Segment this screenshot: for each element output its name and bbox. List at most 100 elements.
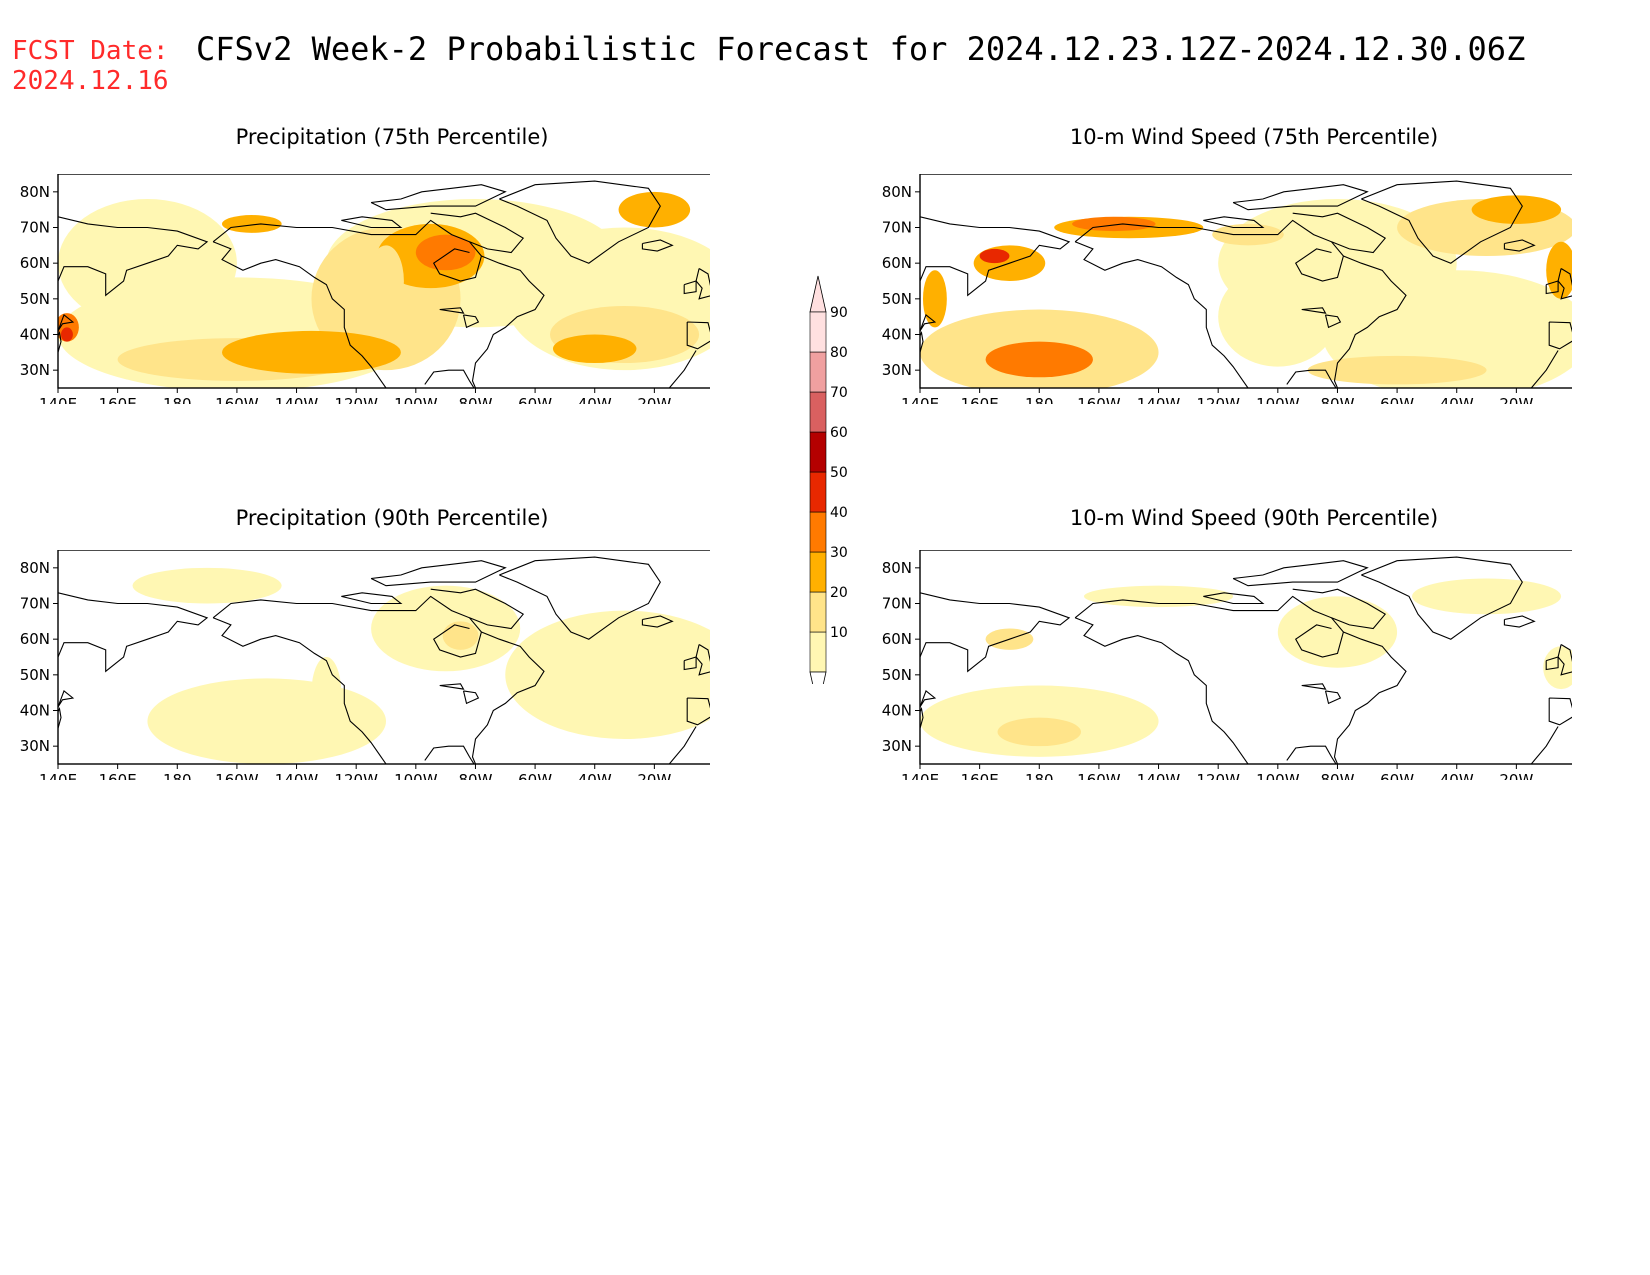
- coastline: [1361, 556, 1523, 640]
- lon-tick-label: 100W: [1256, 395, 1300, 404]
- colorbar-swatch-8: [809, 311, 827, 353]
- lat-tick-label: 30N: [20, 361, 50, 379]
- probability-contour: [1277, 596, 1398, 668]
- colorbar-swatch-4: [809, 471, 827, 513]
- lon-tick-label: 120W: [334, 771, 378, 780]
- lon-tick-label: 20W: [637, 771, 671, 780]
- lon-tick-label: 160W: [1077, 395, 1121, 404]
- coastline: [641, 239, 674, 252]
- colorbar-label-90: 90: [830, 305, 848, 321]
- probability-contour: [985, 341, 1093, 378]
- coastline: [683, 656, 697, 671]
- lat-tick-label: 80N: [20, 183, 50, 201]
- coastline: [1203, 592, 1265, 605]
- coastline: [1557, 268, 1572, 300]
- coastline: [58, 689, 75, 708]
- probability-field: [132, 567, 710, 764]
- lon-tick-label: 20W: [1499, 395, 1533, 404]
- colorbar-swatch-7: [809, 351, 827, 393]
- lat-tick-label: 50N: [882, 290, 912, 308]
- coastline: [212, 241, 387, 388]
- coastline: [212, 617, 387, 764]
- map-frame: [919, 174, 1572, 389]
- map-graphic: 80N 70N 60N 50N 40N 30N 140E 160E 180 160W 140W 120…: [20, 174, 710, 404]
- colorbar-label-70: 70: [830, 385, 848, 401]
- colorbar-label-10: 10: [830, 625, 848, 641]
- lon-tick-label: 160W: [215, 395, 259, 404]
- probability-contour: [415, 234, 476, 271]
- coastline: [920, 706, 924, 729]
- probability-contour: [60, 327, 73, 342]
- probability-field: [920, 578, 1572, 757]
- coastline: [695, 644, 710, 676]
- lon-tick-label: 0: [1571, 395, 1572, 404]
- colorbar-label-50: 50: [830, 465, 848, 481]
- coastline: [1530, 350, 1559, 388]
- lat-tick-label: 30N: [882, 361, 912, 379]
- lat-tick-label: 70N: [20, 595, 50, 613]
- probability-contour: [1307, 355, 1487, 385]
- coastline: [1203, 216, 1265, 229]
- lon-tick-label: 80W: [458, 771, 492, 780]
- coastline: [1333, 255, 1407, 388]
- colorbar-top-arrow: [809, 275, 827, 313]
- colorbar-label-80: 80: [830, 345, 848, 361]
- coastline: [1301, 307, 1327, 314]
- lon-tick-label: 60W: [518, 395, 552, 404]
- coastline: [58, 313, 75, 332]
- map-panel-precip-90: 80N 70N 60N 50N 40N 30N 140E 160E 180 160W 140W 120…: [10, 550, 710, 780]
- colorbar-graphic: 10 20 30 40 50 60 70 80 90: [809, 275, 848, 709]
- lon-tick-label: 140W: [275, 771, 319, 780]
- probability-field: [920, 195, 1572, 388]
- lat-tick-label: 50N: [20, 290, 50, 308]
- coastline: [1074, 241, 1249, 388]
- coastline: [1074, 595, 1345, 658]
- probability-contour: [1084, 585, 1234, 608]
- lon-tick-label: 160W: [1077, 771, 1121, 780]
- colorbar-label-40: 40: [830, 505, 848, 521]
- panel-title-wind-90: 10-m Wind Speed (90th Percentile): [1069, 506, 1439, 530]
- lon-tick-label: 80W: [458, 395, 492, 404]
- coastline: [1324, 314, 1342, 329]
- lat-tick-label: 80N: [882, 559, 912, 577]
- coastline: [1324, 690, 1342, 705]
- coastline: [439, 683, 465, 690]
- colorbar-bottom-arrow: [809, 671, 827, 709]
- lon-tick-label: 180: [163, 771, 192, 780]
- lon-tick-label: 40W: [1440, 771, 1474, 780]
- coastline: [1232, 560, 1369, 587]
- colorbar-label-20: 20: [830, 585, 848, 601]
- coastline: [1286, 745, 1337, 764]
- coastline: [499, 180, 661, 264]
- map-panel-precip-75: 80N 70N 60N 50N 40N 30N 140E 160E 180 160W 140W 120…: [10, 174, 710, 404]
- colorbar-swatch-3: [809, 511, 827, 553]
- probability-contour: [1471, 195, 1562, 224]
- coastline: [1557, 644, 1572, 676]
- panel-title-precip-90: Precipitation (90th Percentile): [235, 506, 549, 530]
- colorbar-swatch-1: [809, 591, 827, 633]
- coastline: [462, 314, 480, 329]
- lat-tick-label: 80N: [882, 183, 912, 201]
- probability-contour: [1546, 241, 1572, 299]
- coastline: [430, 212, 525, 254]
- lat-tick-label: 40N: [20, 326, 50, 344]
- coastline: [1545, 280, 1559, 295]
- lat-tick-label: 40N: [20, 702, 50, 720]
- coastline: [920, 216, 1071, 297]
- lon-tick-label: 140W: [1137, 771, 1181, 780]
- coastline: [439, 307, 465, 314]
- lat-tick-label: 60N: [20, 630, 50, 648]
- probability-contour: [368, 245, 404, 317]
- coastline: [212, 595, 483, 658]
- coastline: [1333, 631, 1407, 764]
- lat-tick-label: 50N: [20, 666, 50, 684]
- lon-tick-label: 40W: [578, 771, 612, 780]
- lon-tick-label: 180: [1025, 395, 1054, 404]
- lon-tick-label: 40W: [578, 395, 612, 404]
- coastline: [341, 216, 403, 229]
- probability-contour: [922, 270, 947, 328]
- coastline: [1361, 180, 1523, 264]
- forecast-date-block: FCST Date: 2024.12.16: [12, 36, 169, 96]
- coastline: [1232, 184, 1369, 211]
- lon-tick-label: 160W: [215, 771, 259, 780]
